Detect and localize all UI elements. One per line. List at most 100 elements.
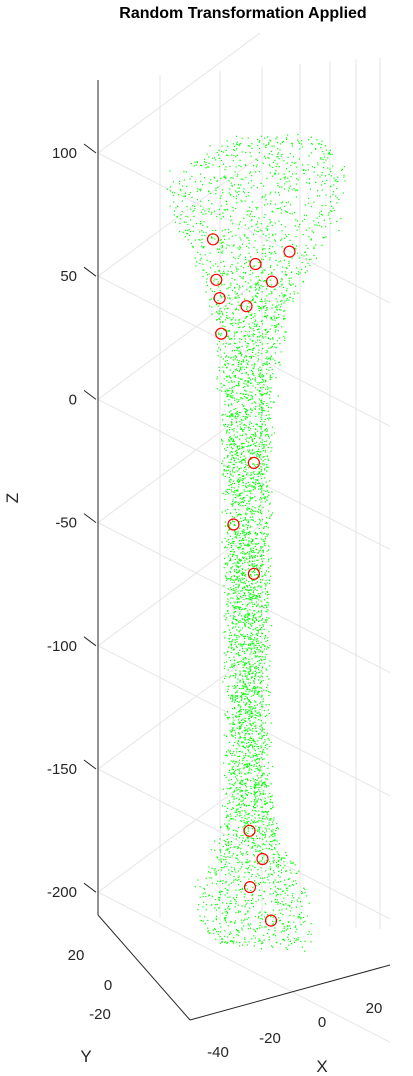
- cloud-point: [253, 560, 255, 562]
- cloud-point: [263, 558, 265, 560]
- cloud-point: [249, 714, 251, 716]
- cloud-point: [228, 432, 230, 434]
- cloud-point: [236, 695, 238, 698]
- cloud-point: [200, 173, 202, 175]
- cloud-point: [225, 176, 227, 178]
- cloud-point: [236, 466, 238, 468]
- cloud-point: [260, 407, 262, 409]
- cloud-point: [257, 782, 259, 784]
- cloud-point: [261, 729, 263, 732]
- cloud-point: [294, 212, 296, 214]
- cloud-point: [278, 888, 280, 890]
- cloud-point: [214, 849, 216, 851]
- cloud-point: [244, 389, 246, 391]
- cloud-point: [242, 682, 244, 684]
- cloud-point: [256, 758, 258, 760]
- cloud-point: [260, 546, 262, 548]
- cloud-point: [258, 691, 260, 693]
- cloud-point: [250, 899, 253, 902]
- cloud-point: [247, 911, 249, 913]
- cloud-point: [231, 698, 233, 700]
- cloud-point: [229, 818, 231, 820]
- cloud-point: [239, 608, 241, 610]
- cloud-point: [257, 292, 259, 295]
- cloud-point: [315, 148, 317, 150]
- cloud-point: [247, 844, 249, 846]
- cloud-point: [232, 415, 234, 417]
- cloud-point: [238, 861, 240, 863]
- cloud-point: [245, 867, 247, 869]
- cloud-point: [274, 331, 277, 333]
- cloud-point: [321, 226, 323, 228]
- cloud-point: [273, 847, 276, 849]
- cloud-point: [227, 317, 229, 319]
- cloud-point: [250, 444, 252, 446]
- cloud-point: [276, 301, 278, 303]
- cloud-point: [245, 852, 247, 854]
- cloud-point: [262, 380, 264, 382]
- cloud-point: [291, 161, 293, 163]
- cloud-point: [251, 143, 253, 145]
- cloud-point: [265, 302, 267, 304]
- cloud-point: [259, 728, 261, 730]
- cloud-point: [201, 183, 204, 186]
- cloud-point: [208, 210, 210, 213]
- cloud-point: [231, 752, 234, 754]
- cloud-point: [251, 893, 254, 895]
- cloud-point: [229, 813, 231, 815]
- cloud-point: [304, 251, 306, 254]
- cloud-point: [266, 430, 268, 432]
- cloud-point: [273, 317, 275, 319]
- cloud-point: [289, 869, 291, 871]
- cloud-point: [248, 259, 250, 262]
- cloud-point: [223, 352, 225, 354]
- cloud-point: [330, 201, 332, 203]
- cloud-point: [277, 395, 279, 397]
- cloud-point: [231, 290, 234, 292]
- cloud-point: [247, 755, 249, 757]
- cloud-point: [276, 899, 278, 901]
- cloud-point: [233, 876, 235, 878]
- cloud-point: [260, 434, 262, 436]
- cloud-point: [269, 279, 271, 281]
- cloud-point: [249, 643, 251, 645]
- cloud-point: [230, 843, 232, 846]
- cloud-point: [254, 598, 256, 600]
- cloud-point: [246, 342, 248, 344]
- cloud-point: [222, 192, 224, 194]
- cloud-point: [300, 918, 302, 920]
- cloud-point: [266, 932, 269, 934]
- cloud-point: [281, 292, 283, 294]
- cloud-point: [272, 373, 274, 375]
- cloud-point: [232, 730, 234, 732]
- cloud-point: [265, 653, 267, 656]
- cloud-point: [222, 358, 224, 360]
- cloud-point: [261, 659, 263, 661]
- cloud-point: [243, 720, 245, 722]
- cloud-point: [261, 414, 263, 416]
- cloud-point: [225, 510, 227, 512]
- cloud-point: [235, 787, 237, 789]
- cloud-point: [272, 338, 274, 340]
- cloud-point: [249, 637, 251, 639]
- cloud-point: [248, 540, 250, 542]
- cloud-point: [267, 157, 269, 159]
- cloud-point: [255, 644, 257, 646]
- cloud-point: [262, 672, 264, 674]
- cloud-point: [256, 712, 258, 714]
- cloud-point: [275, 347, 277, 349]
- cloud-point: [280, 869, 283, 871]
- cloud-point: [237, 661, 239, 663]
- cloud-point: [274, 159, 276, 161]
- cloud-point: [250, 739, 252, 741]
- cloud-point: [220, 242, 222, 244]
- cloud-point: [255, 601, 257, 603]
- cloud-point: [240, 699, 242, 702]
- cloud-point: [199, 259, 201, 261]
- cloud-point: [296, 928, 298, 930]
- cloud-point: [241, 643, 243, 646]
- cloud-point: [279, 919, 281, 921]
- cloud-point: [242, 603, 244, 606]
- cloud-point: [238, 187, 240, 189]
- cloud-point: [204, 161, 206, 163]
